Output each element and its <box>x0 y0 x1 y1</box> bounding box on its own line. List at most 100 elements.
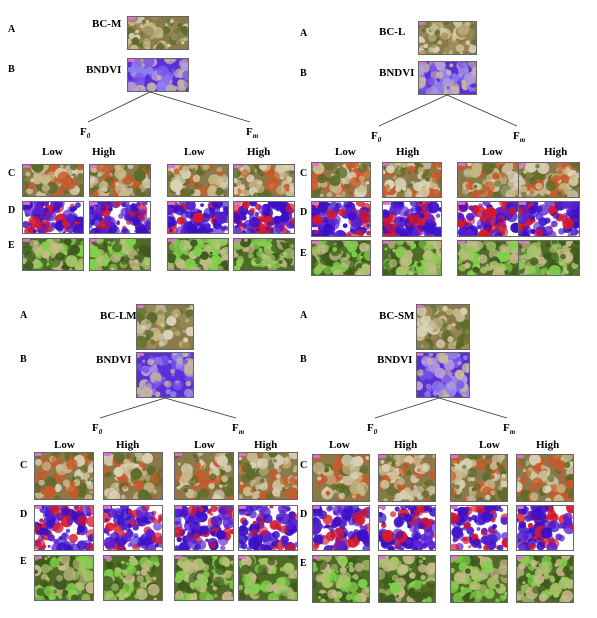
row-label-a: A <box>300 310 308 321</box>
row-label-c: C <box>300 460 308 471</box>
f0-label: F0 <box>92 422 102 438</box>
fm-label-letter: F <box>513 130 520 142</box>
fm-label: Fm <box>513 130 525 146</box>
fm-label: Fm <box>232 422 244 438</box>
row-label-e: E <box>8 240 15 251</box>
bndvi-label: BNDVI <box>96 354 132 366</box>
row-label-a: A <box>300 28 308 39</box>
column-header-low: Low <box>194 439 215 451</box>
image-d-2 <box>450 505 508 551</box>
row-label-d: D <box>8 205 16 216</box>
image-e-0 <box>311 240 371 276</box>
image-e-0 <box>312 555 370 603</box>
column-header-low: Low <box>54 439 75 451</box>
bndvi-label: BNDVI <box>377 354 413 366</box>
image-c-1 <box>378 454 436 502</box>
row-label-c: C <box>8 168 16 179</box>
image-d-3 <box>516 505 574 551</box>
row-label-c: C <box>300 168 308 179</box>
column-header-high: High <box>394 439 418 451</box>
image-c-3 <box>233 164 295 197</box>
image-e-2 <box>457 240 519 276</box>
rgb-image <box>136 304 194 350</box>
fm-label-letter: F <box>246 126 253 138</box>
fm-label-letter: F <box>232 422 239 434</box>
row-label-b: B <box>300 354 307 365</box>
branch-line-f0 <box>378 94 448 127</box>
column-header-low: Low <box>184 146 205 158</box>
fm-label: Fm <box>246 126 258 142</box>
column-header-high: High <box>544 146 568 158</box>
image-e-1 <box>382 240 442 276</box>
bndvi-image <box>136 352 194 398</box>
image-d-0 <box>312 505 370 551</box>
image-c-1 <box>89 164 151 197</box>
row-label-b: B <box>8 64 15 75</box>
sample-name: BC-LM <box>100 310 137 322</box>
image-c-2 <box>450 454 508 502</box>
f0-label-letter: F <box>92 422 99 434</box>
f0-label-subscript: 0 <box>98 428 103 437</box>
image-c-2 <box>167 164 229 197</box>
image-e-2 <box>174 555 234 601</box>
column-header-low: Low <box>479 439 500 451</box>
image-e-3 <box>518 240 580 276</box>
f0-label-letter: F <box>367 422 374 434</box>
f0-label-letter: F <box>371 130 378 142</box>
branch-line-fm <box>438 397 508 419</box>
rgb-image <box>416 304 470 350</box>
f0-label-subscript: 0 <box>86 132 91 141</box>
image-d-0 <box>34 505 94 551</box>
panel-bc-lm: A B C D E BC-LM BNDVI F0 Fm Low High Low High <box>0 296 298 605</box>
image-e-3 <box>516 555 574 603</box>
row-label-b: B <box>20 354 27 365</box>
branch-line-f0 <box>87 91 151 123</box>
column-header-high: High <box>116 439 140 451</box>
bndvi-label: BNDVI <box>86 64 122 76</box>
f0-label-subscript: 0 <box>377 136 382 145</box>
sample-name: BC-M <box>92 18 122 30</box>
image-e-0 <box>34 555 94 601</box>
f0-label: F0 <box>80 126 90 142</box>
image-e-1 <box>89 238 151 271</box>
branch-line-f0 <box>374 397 440 419</box>
sample-name: BC-SM <box>379 310 415 322</box>
fm-label-subscript: m <box>519 136 526 145</box>
row-label-d: D <box>300 207 308 218</box>
panel-bc-sm: A B C D E BC-SM BNDVI F0 Fm Low High Low High <box>299 296 597 605</box>
panel-bc-m: A B C D E BC-M BNDVI F0 Fm Low High Low High <box>0 0 298 309</box>
column-header-high: High <box>396 146 420 158</box>
f0-label: F0 <box>367 422 377 438</box>
image-c-0 <box>312 454 370 502</box>
image-d-3 <box>238 505 298 551</box>
column-header-high: High <box>536 439 560 451</box>
sample-name: BC-L <box>379 26 406 38</box>
image-c-1 <box>103 452 163 500</box>
image-c-2 <box>174 452 234 500</box>
fm-label-letter: F <box>503 422 510 434</box>
panel-bc-l: A B C D E BC-L BNDVI F0 Fm Low High Low High <box>299 0 597 309</box>
row-label-d: D <box>300 509 308 520</box>
branch-line-f0 <box>99 397 166 419</box>
column-header-low: Low <box>335 146 356 158</box>
image-e-1 <box>378 555 436 603</box>
image-c-0 <box>34 452 94 500</box>
image-d-1 <box>103 505 163 551</box>
fm-label-subscript: m <box>252 132 259 141</box>
image-c-0 <box>22 164 84 197</box>
fm-label: Fm <box>503 422 515 438</box>
fm-label-subscript: m <box>238 428 245 437</box>
image-d-1 <box>382 201 442 237</box>
image-e-2 <box>167 238 229 271</box>
image-c-3 <box>518 162 580 198</box>
image-c-3 <box>516 454 574 502</box>
row-label-a: A <box>8 24 16 35</box>
branch-line-fm <box>149 91 251 123</box>
f0-label-subscript: 0 <box>373 428 378 437</box>
branch-line-fm <box>446 94 518 127</box>
row-label-e: E <box>300 558 307 569</box>
image-d-2 <box>167 201 229 234</box>
image-e-3 <box>238 555 298 601</box>
image-c-2 <box>457 162 519 198</box>
column-header-low: Low <box>482 146 503 158</box>
